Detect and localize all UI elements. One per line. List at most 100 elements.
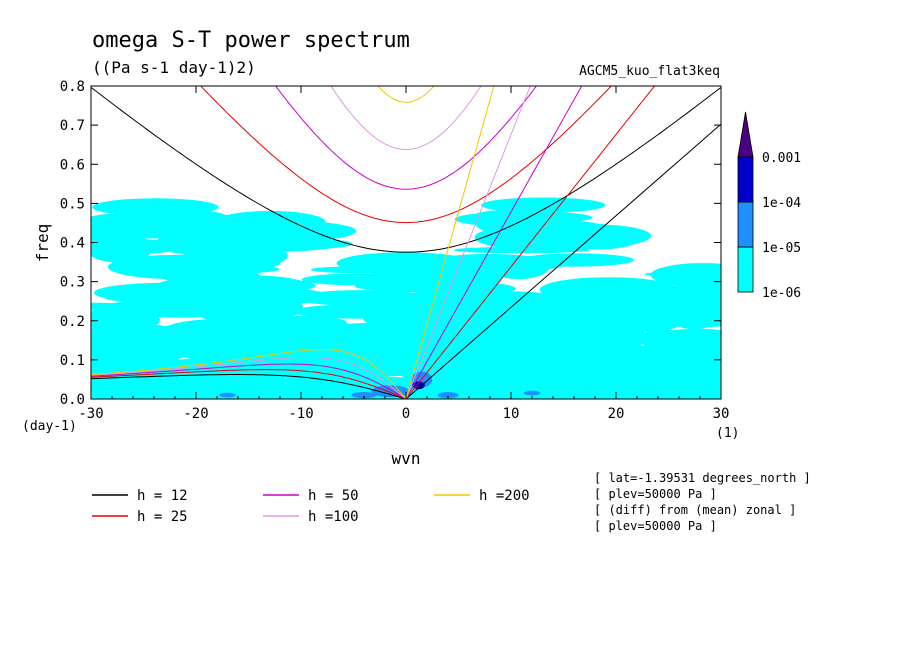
power-patch-strong xyxy=(437,391,459,399)
power-patch xyxy=(317,293,432,301)
power-patch xyxy=(496,242,622,250)
power-patch xyxy=(363,259,498,274)
gravity-wave-curve xyxy=(200,86,612,224)
legend-label: h = 50 xyxy=(308,488,359,504)
legend: h = 12 h = 25 h = 50 h =100 h =200 xyxy=(92,488,530,525)
power-patch xyxy=(148,386,269,399)
kelvin-wave-curve xyxy=(405,86,656,399)
colorbar-arrow xyxy=(737,111,754,158)
power-patch xyxy=(455,346,520,361)
legend-label: h =100 xyxy=(308,509,359,525)
run-label: AGCM5_kuo_flat3keq xyxy=(579,64,720,79)
gravity-wave-curve xyxy=(275,86,538,190)
y-unit-label: (day-1) xyxy=(22,419,77,434)
power-patch xyxy=(587,373,646,384)
kelvin-wave-curve xyxy=(405,86,495,399)
power-patch xyxy=(91,237,152,263)
info-line: [ plev=50000 Pa ] xyxy=(594,487,717,501)
y-tick-label: 0.2 xyxy=(60,314,85,330)
legend-label: h = 25 xyxy=(137,509,188,525)
power-patch xyxy=(91,302,140,310)
chart-subtitle: ((Pa s-1 day-1)2) xyxy=(92,58,256,77)
kelvin-wave-curve xyxy=(405,86,583,399)
rossby-wave-curve xyxy=(91,348,407,399)
x-tick-label: 20 xyxy=(608,406,625,422)
info-line: [ lat=-1.39531 degrees_north ] xyxy=(594,471,811,485)
chart-title: omega S-T power spectrum xyxy=(92,28,410,53)
kelvin-wave-curve xyxy=(405,123,721,399)
power-patch xyxy=(92,198,219,217)
y-tick-label: 0.4 xyxy=(60,236,85,252)
rossby-wave-curve xyxy=(91,356,407,399)
colorbar: 1e-06 1e-05 1e-04 0.001 xyxy=(737,111,801,301)
power-patch xyxy=(556,378,674,399)
gravity-wave-curve xyxy=(330,86,482,151)
power-patch-strong xyxy=(523,390,541,396)
colorbar-segment xyxy=(737,201,754,248)
x-unit-label: (1) xyxy=(716,426,739,441)
x-tick-label: -10 xyxy=(288,406,313,422)
power-patch xyxy=(136,310,228,318)
power-patch xyxy=(587,306,654,326)
y-axis: 0.0 0.1 0.2 0.3 0.4 0.5 0.6 0.7 0.8 xyxy=(60,79,721,408)
power-patch xyxy=(528,344,617,367)
colorbar-segment xyxy=(737,156,754,203)
y-tick-label: 0.7 xyxy=(60,118,85,134)
power-patch-strong xyxy=(351,391,377,399)
x-tick-label: 10 xyxy=(503,406,520,422)
power-patch xyxy=(199,307,264,322)
power-patch xyxy=(232,218,325,230)
info-line: [ plev=50000 Pa ] xyxy=(594,519,717,533)
colorbar-label: 0.001 xyxy=(762,151,801,166)
y-axis-label: freq xyxy=(33,224,52,263)
power-patch-strong xyxy=(219,392,236,398)
x-tick-label: 0 xyxy=(402,406,410,422)
power-patch xyxy=(498,372,567,396)
power-patch xyxy=(91,326,187,337)
x-axis-label: wvn xyxy=(392,449,421,468)
power-patch xyxy=(678,369,721,394)
y-tick-label: 0.0 xyxy=(60,392,85,408)
gravity-wave-curve xyxy=(377,86,435,103)
x-tick-label: -30 xyxy=(78,406,103,422)
x-tick-label: -20 xyxy=(183,406,208,422)
power-patch xyxy=(412,281,516,297)
power-patch xyxy=(542,224,652,248)
power-patch xyxy=(669,307,719,330)
gravity-wave-curve xyxy=(91,87,721,253)
y-tick-label: 0.5 xyxy=(60,196,85,212)
power-patch xyxy=(650,263,721,288)
power-patch xyxy=(480,197,606,213)
info-block: [ lat=-1.39531 degrees_north ] [ plev=500… xyxy=(594,471,811,533)
power-contours xyxy=(91,197,721,399)
power-patch xyxy=(172,329,227,351)
power-patch xyxy=(104,346,150,363)
colorbar-label: 1e-04 xyxy=(762,196,801,211)
x-tick-label: 30 xyxy=(713,406,730,422)
kelvin-wave-curve xyxy=(405,86,531,399)
rossby-wave-curve xyxy=(91,363,407,399)
power-patch xyxy=(292,304,424,319)
power-patch xyxy=(105,215,172,239)
info-line: [ (diff) from (mean) zonal ] xyxy=(594,503,796,517)
power-patch xyxy=(638,354,721,375)
colorbar-segment xyxy=(737,246,754,293)
y-tick-label: 0.3 xyxy=(60,275,85,291)
power-patch xyxy=(121,288,208,302)
legend-label: h =200 xyxy=(479,488,530,504)
x-axis: -30 -20 -10 0 10 20 30 xyxy=(78,86,729,422)
power-patch xyxy=(191,242,312,251)
y-tick-label: 0.1 xyxy=(60,353,85,369)
colorbar-label: 1e-06 xyxy=(762,286,801,301)
power-patch xyxy=(162,266,260,286)
rossby-wave-curve xyxy=(91,369,407,399)
power-patch xyxy=(409,308,553,331)
dispersion-curves xyxy=(91,86,721,399)
legend-label: h = 12 xyxy=(137,488,188,504)
rossby-wave-curve xyxy=(91,374,407,399)
power-patch xyxy=(454,212,562,227)
power-patch xyxy=(267,315,347,331)
colorbar-label: 1e-05 xyxy=(762,241,801,256)
y-tick-label: 0.8 xyxy=(60,79,85,95)
